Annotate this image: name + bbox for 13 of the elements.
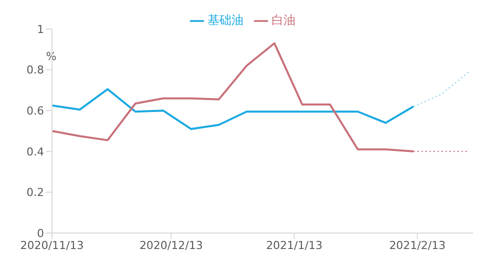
x-tick-label: 2021/1/13 [266, 238, 322, 252]
x-tick-label: 2020/11/13 [20, 238, 84, 252]
y-tick-label: 0.4 [26, 145, 44, 158]
x-tick-label: 2021/2/13 [389, 238, 446, 252]
y-tick-label: 0.2 [26, 186, 44, 200]
legend-label: 基础油 [208, 13, 244, 27]
y-tick-label: 0.6 [26, 104, 44, 118]
y-tick-label: 0.8 [26, 64, 44, 77]
y-tick-label: 1 [37, 22, 44, 36]
line-series [52, 88, 414, 130]
legend-label: 白油 [272, 13, 296, 27]
x-tick-label: 2020/12/13 [139, 238, 203, 252]
y-tick-label: 0 [37, 226, 44, 240]
